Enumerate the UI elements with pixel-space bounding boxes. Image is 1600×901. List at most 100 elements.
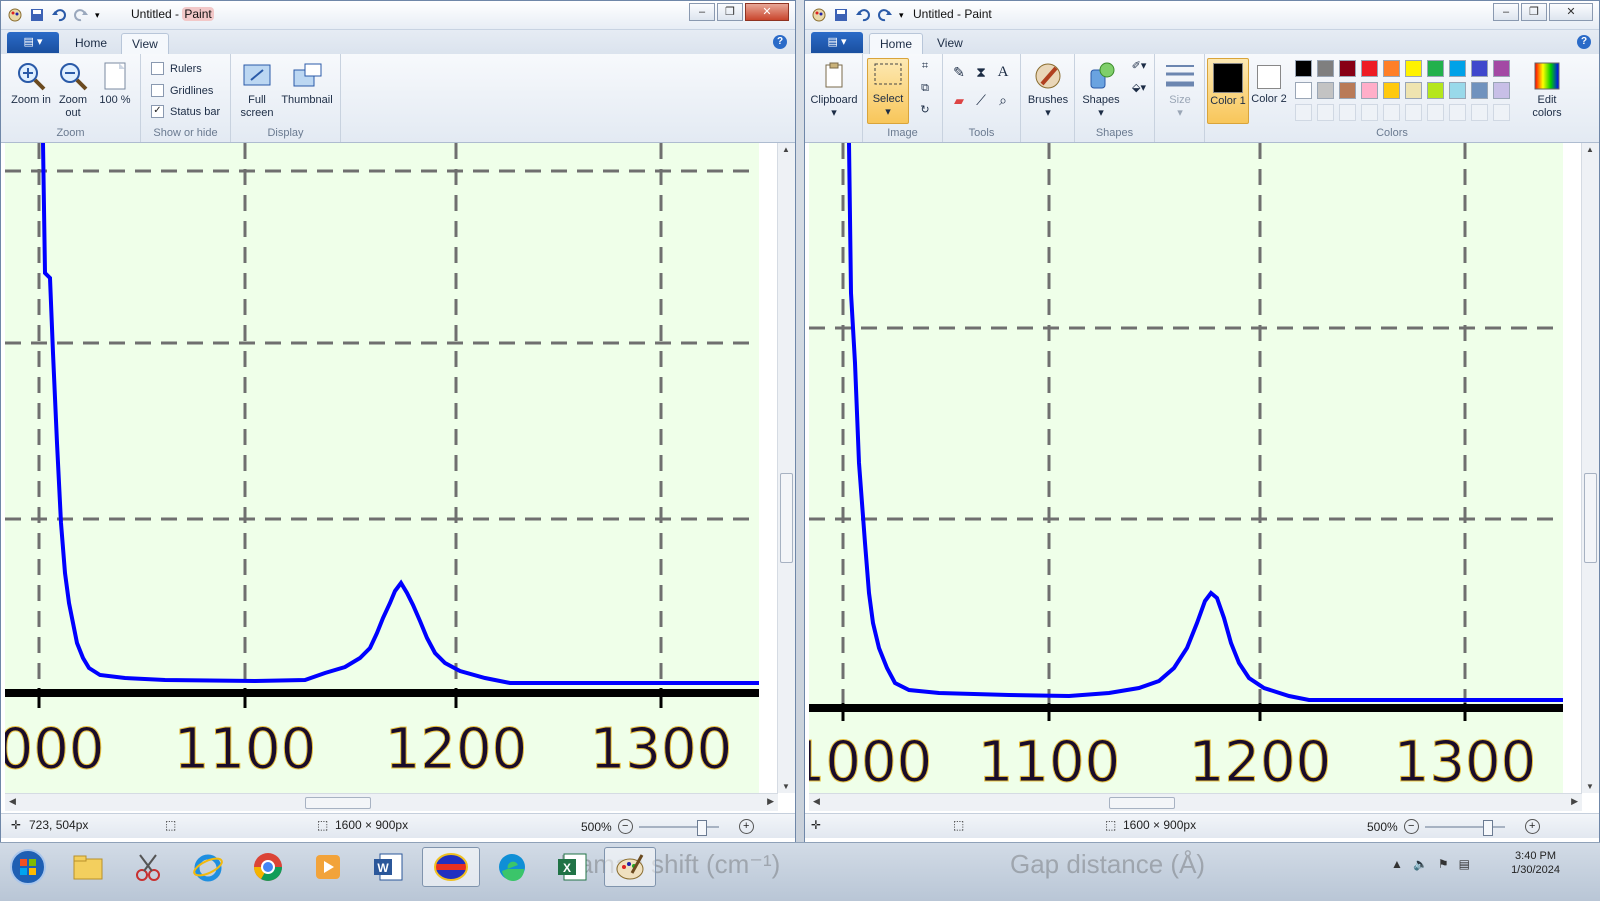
- scroll-up-arrow[interactable]: ▲: [1586, 145, 1594, 154]
- rulers-checkbox[interactable]: Rulers: [151, 62, 202, 75]
- scroll-right-arrow[interactable]: ▶: [1571, 796, 1578, 806]
- zoom-out-button[interactable]: Zoom out: [53, 60, 93, 120]
- palette-swatch[interactable]: [1493, 82, 1510, 99]
- taskbar-excel[interactable]: X: [546, 847, 598, 887]
- scroll-down-arrow[interactable]: ▼: [1586, 782, 1594, 791]
- paint-window-right[interactable]: ▾ Untitled - Paint – ❐ ✕ ▤ ▾ Home View ?…: [804, 0, 1600, 860]
- palette-swatch[interactable]: [1427, 82, 1444, 99]
- gridlines-checkbox[interactable]: Gridlines: [151, 84, 213, 97]
- taskbar-chrome[interactable]: [242, 847, 294, 887]
- file-menu-button[interactable]: ▤ ▾: [7, 32, 59, 53]
- taskbar-file-explorer[interactable]: [62, 847, 114, 887]
- redo-icon[interactable]: [877, 7, 893, 23]
- magnifier-icon[interactable]: ⌕: [999, 92, 1007, 108]
- network-icon[interactable]: ▤: [1458, 857, 1470, 871]
- palette-swatch[interactable]: [1449, 60, 1466, 77]
- zoom-out-small-button[interactable]: −: [617, 819, 633, 834]
- palette-swatch[interactable]: [1405, 60, 1422, 77]
- palette-swatch[interactable]: [1317, 82, 1334, 99]
- redo-icon[interactable]: [73, 7, 89, 23]
- scroll-up-arrow[interactable]: ▲: [782, 145, 790, 154]
- palette-swatch[interactable]: [1493, 104, 1510, 121]
- palette-swatch[interactable]: [1405, 82, 1422, 99]
- scroll-right-arrow[interactable]: ▶: [767, 796, 774, 806]
- taskbar-word[interactable]: W: [362, 847, 414, 887]
- drawing-canvas[interactable]: 1000 1100 1200 1300: [809, 143, 1563, 793]
- maximize-button[interactable]: ❐: [1521, 3, 1547, 21]
- palette-swatch[interactable]: [1317, 104, 1334, 121]
- palette-swatch[interactable]: [1361, 82, 1378, 99]
- zoom-100-button[interactable]: 100 %: [97, 60, 133, 107]
- volume-icon[interactable]: 🔈: [1412, 857, 1428, 871]
- rulers-check[interactable]: [151, 62, 164, 75]
- pencil-icon[interactable]: ✎: [953, 64, 965, 80]
- palette-swatch[interactable]: [1405, 104, 1422, 121]
- start-button[interactable]: [2, 847, 54, 887]
- taskbar-vesta[interactable]: [422, 847, 480, 887]
- zoom-in-small-button[interactable]: +: [1524, 819, 1540, 834]
- scroll-thumb[interactable]: [1584, 473, 1597, 563]
- tab-view[interactable]: View: [121, 33, 169, 55]
- palette-swatch[interactable]: [1295, 104, 1312, 121]
- taskbar-internet-explorer[interactable]: [182, 847, 234, 887]
- text-icon[interactable]: A: [997, 64, 1009, 80]
- palette-swatch[interactable]: [1317, 60, 1334, 77]
- tab-view[interactable]: View: [937, 36, 963, 50]
- customize-qat-icon[interactable]: ▾: [95, 10, 100, 20]
- palette-swatch[interactable]: [1383, 60, 1400, 77]
- help-icon[interactable]: ?: [1577, 35, 1591, 49]
- zoom-in-small-button[interactable]: +: [738, 819, 754, 834]
- vertical-scrollbar[interactable]: ▲ ▼: [777, 143, 795, 793]
- color1-button[interactable]: Color 1: [1207, 58, 1249, 124]
- tab-home[interactable]: Home: [869, 33, 924, 55]
- tab-home[interactable]: Home: [75, 36, 108, 50]
- undo-icon[interactable]: [855, 7, 871, 23]
- paint-window-left[interactable]: ▾ Untitled - Paint – ❐ ✕ ▤ ▾ Home View ?…: [0, 0, 796, 860]
- close-button[interactable]: ✕: [1549, 3, 1593, 21]
- outline-icon[interactable]: ✐▾: [1131, 60, 1147, 72]
- brushes-button[interactable]: Brushes ▾: [1023, 60, 1073, 120]
- scroll-left-arrow[interactable]: ◀: [9, 796, 16, 806]
- fill-icon[interactable]: ⧗: [976, 64, 986, 80]
- palette-swatch[interactable]: [1493, 60, 1510, 77]
- zoom-control[interactable]: 500% − +: [581, 819, 754, 836]
- scroll-thumb[interactable]: [1109, 797, 1175, 809]
- palette-swatch[interactable]: [1339, 60, 1356, 77]
- zoom-slider[interactable]: [638, 819, 719, 836]
- file-menu-button[interactable]: ▤ ▾: [811, 32, 863, 53]
- zoom-slider-knob[interactable]: [696, 819, 707, 836]
- palette-swatch[interactable]: [1339, 82, 1356, 99]
- palette-swatch[interactable]: [1383, 82, 1400, 99]
- minimize-button[interactable]: –: [1493, 3, 1519, 21]
- horizontal-scrollbar[interactable]: ◀ ▶: [5, 793, 778, 811]
- size-button[interactable]: Size ▾: [1159, 60, 1201, 120]
- palette-swatch[interactable]: [1427, 104, 1444, 121]
- palette-swatch[interactable]: [1339, 104, 1356, 121]
- eraser-icon[interactable]: ▰: [954, 93, 964, 108]
- help-icon[interactable]: ?: [773, 35, 787, 49]
- full-screen-button[interactable]: Full screen: [237, 60, 277, 120]
- scroll-thumb[interactable]: [305, 797, 371, 809]
- palette-swatch[interactable]: [1471, 104, 1488, 121]
- taskbar-media-player[interactable]: [302, 847, 354, 887]
- maximize-button[interactable]: ❐: [717, 3, 743, 21]
- palette-swatch[interactable]: [1361, 104, 1378, 121]
- scroll-thumb[interactable]: [780, 473, 793, 563]
- palette-swatch[interactable]: [1471, 82, 1488, 99]
- palette-swatch[interactable]: [1361, 60, 1378, 77]
- taskbar-edge[interactable]: [486, 847, 538, 887]
- show-hidden-icons-icon[interactable]: ▲: [1391, 857, 1403, 871]
- scroll-down-arrow[interactable]: ▼: [782, 782, 790, 791]
- system-clock[interactable]: 3:40 PM 1/30/2024: [1511, 849, 1560, 877]
- taskbar-snipping-tool[interactable]: [122, 847, 174, 887]
- shapes-button[interactable]: Shapes ▾: [1077, 60, 1125, 120]
- palette-swatch[interactable]: [1295, 82, 1312, 99]
- minimize-button[interactable]: –: [689, 3, 715, 21]
- zoom-out-small-button[interactable]: −: [1403, 819, 1419, 834]
- save-icon[interactable]: [833, 7, 849, 23]
- title-bar[interactable]: ▾ Untitled - Paint – ❐ ✕: [1, 1, 795, 30]
- scroll-left-arrow[interactable]: ◀: [813, 796, 820, 806]
- resize-icon[interactable]: ⧉: [921, 82, 929, 94]
- crop-icon[interactable]: ⌗: [921, 60, 929, 72]
- fill-shape-icon[interactable]: ⬙▾: [1132, 82, 1146, 94]
